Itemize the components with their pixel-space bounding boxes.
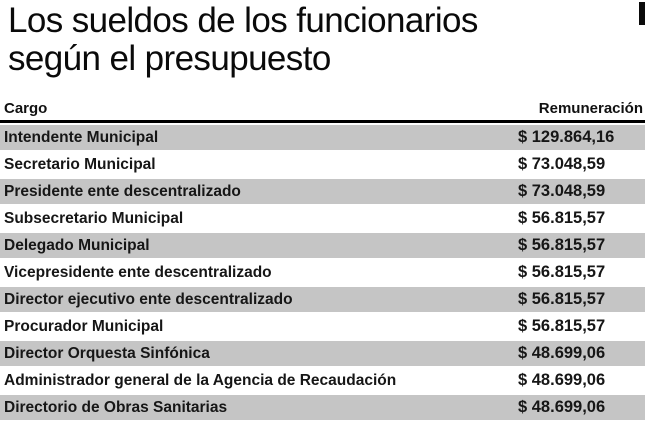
cargo-cell: Presidente ente descentralizado <box>4 182 241 200</box>
remuneracion-cell: $ 48.699,06 <box>518 398 606 416</box>
table-row: Subsecretario Municipal $ 56.815,57 <box>0 206 645 231</box>
cargo-cell: Intendente Municipal <box>4 128 159 146</box>
remuneracion-cell: $ 48.699,06 <box>518 371 606 389</box>
table-row: Directorio de Obras Sanitarias $ 48.699,0… <box>0 395 645 420</box>
table-header: Cargo Remuneración <box>0 96 645 123</box>
page-title: Los sueldos de los funcionarios según el… <box>8 2 478 78</box>
table-row: Director ejecutivo ente descentralizado $… <box>0 287 645 312</box>
table-row: Director Orquesta Sinfónica $ 48.699,06 <box>0 341 645 366</box>
remuneracion-cell: $ 73.048,59 <box>518 155 606 173</box>
table-row: Secretario Municipal $ 73.048,59 <box>0 152 645 177</box>
cargo-cell: Director ejecutivo ente descentralizado <box>4 290 293 308</box>
table-row: Presidente ente descentralizado $ 73.048,… <box>0 179 645 204</box>
table-body: Intendente Municipal $ 129.864,16 Secretar… <box>0 123 645 420</box>
remuneracion-cell: $ 56.815,57 <box>518 209 606 227</box>
cargo-cell: Procurador Municipal <box>4 317 164 335</box>
table-row: Procurador Municipal $ 56.815,57 <box>0 314 645 339</box>
remuneracion-cell: $ 73.048,59 <box>518 182 606 200</box>
remuneracion-cell: $ 56.815,57 <box>518 290 606 308</box>
top-right-edge-mark <box>639 2 645 25</box>
page-title-line-2: según el presupuesto <box>8 39 331 78</box>
table-row: Intendente Municipal $ 129.864,16 <box>0 125 645 150</box>
column-header-remuneracion: Remuneración <box>538 99 643 117</box>
table-row: Administrador general de la Agencia de R… <box>0 368 645 393</box>
remuneracion-cell: $ 56.815,57 <box>518 236 606 254</box>
salary-table: Cargo Remuneración Intendente Municipal $… <box>0 96 645 422</box>
remuneracion-cell: $ 56.815,57 <box>518 317 606 335</box>
cargo-cell: Delegado Municipal <box>4 236 150 254</box>
remuneracion-cell: $ 48.699,06 <box>518 344 606 362</box>
cargo-cell: Director Orquesta Sinfónica <box>4 344 210 362</box>
cargo-cell: Vicepresidente ente descentralizado <box>4 263 272 281</box>
page-title-line-1: Los sueldos de los funcionarios <box>8 1 478 40</box>
remuneracion-cell: $ 129.864,16 <box>518 128 615 146</box>
remuneracion-cell: $ 56.815,57 <box>518 263 606 281</box>
table-row: Vicepresidente ente descentralizado $ 56.… <box>0 260 645 285</box>
cargo-cell: Secretario Municipal <box>4 155 156 173</box>
column-header-cargo: Cargo <box>4 99 48 117</box>
table-row: Delegado Municipal $ 56.815,57 <box>0 233 645 258</box>
cargo-cell: Directorio de Obras Sanitarias <box>4 398 228 416</box>
cargo-cell: Subsecretario Municipal <box>4 209 184 227</box>
cargo-cell: Administrador general de la Agencia de R… <box>4 371 397 389</box>
